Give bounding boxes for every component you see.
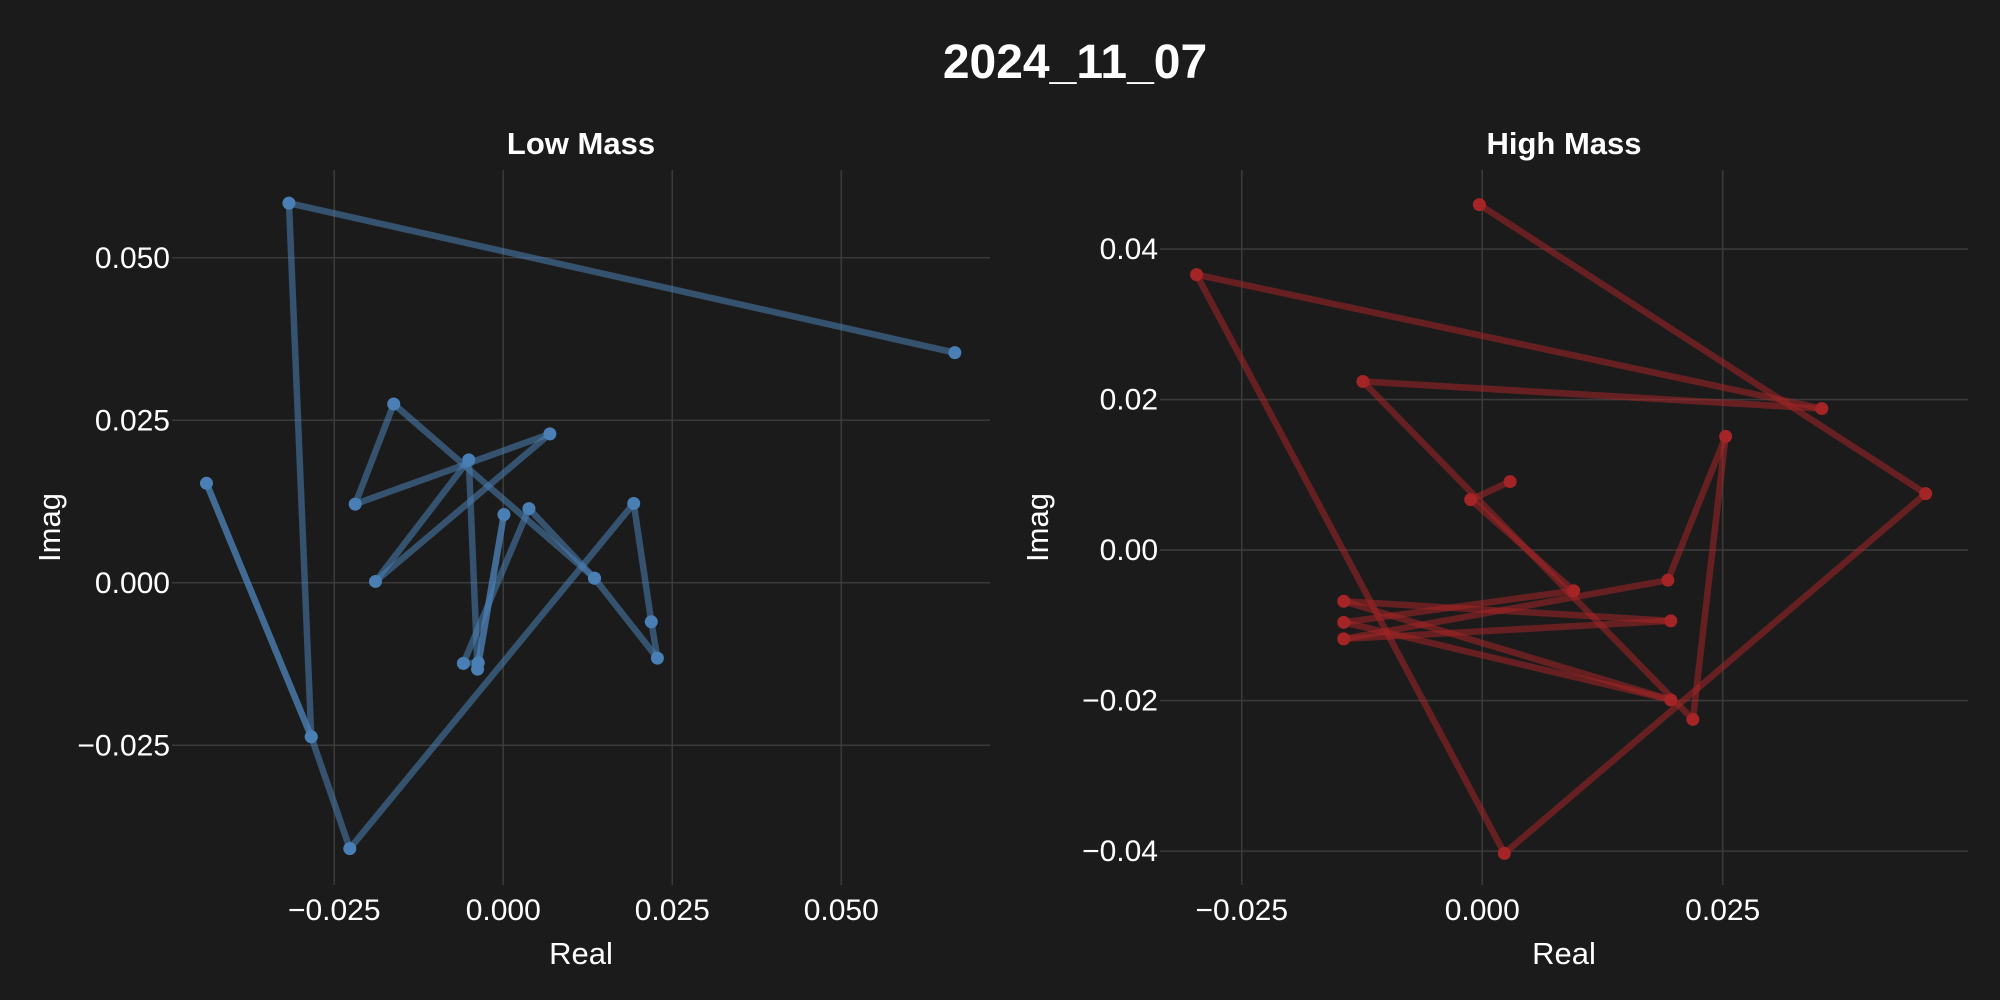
x-tick-label: 0.000 bbox=[1445, 894, 1520, 927]
series-segment bbox=[591, 574, 661, 662]
x-tick-label: 0.025 bbox=[635, 894, 710, 927]
data-point bbox=[497, 508, 511, 521]
series-segment bbox=[1359, 378, 1826, 412]
series-segment bbox=[474, 511, 508, 666]
data-point bbox=[1337, 594, 1351, 608]
series-segment bbox=[351, 430, 554, 508]
series-segment bbox=[285, 199, 959, 356]
data-point bbox=[1356, 374, 1370, 388]
x-tick-label: 0.050 bbox=[804, 894, 879, 927]
series-segment bbox=[630, 500, 655, 625]
panel-low-mass: −0.025 0.000 0.025 0.050 −0.025 0.000 0.025 0.0… bbox=[32, 126, 990, 971]
series-segment bbox=[1467, 496, 1577, 594]
y-tick-label: 0.025 bbox=[95, 404, 170, 437]
y-tick-label: −0.02 bbox=[1082, 685, 1158, 718]
data-point bbox=[343, 842, 357, 856]
data-point bbox=[1503, 475, 1517, 489]
data-point bbox=[522, 502, 536, 516]
data-point bbox=[462, 453, 476, 467]
series-segment bbox=[351, 400, 397, 508]
series-segment bbox=[372, 456, 473, 585]
series-segment bbox=[525, 505, 598, 582]
data-point bbox=[1497, 846, 1511, 860]
series-segment bbox=[1664, 433, 1729, 584]
data-point bbox=[644, 615, 658, 629]
figure-title: 2024_11_07 bbox=[943, 36, 1207, 89]
y-tick-label: 0.000 bbox=[95, 567, 170, 600]
data-point bbox=[387, 397, 401, 411]
series-segment bbox=[1193, 271, 1826, 412]
series-segment bbox=[1467, 478, 1514, 503]
series-segment bbox=[203, 480, 315, 741]
data-point bbox=[348, 497, 362, 511]
x-axis-label: Real bbox=[549, 936, 613, 971]
x-tick-label: −0.025 bbox=[1195, 894, 1288, 927]
series-segment bbox=[1689, 433, 1729, 723]
series-segment bbox=[285, 199, 315, 741]
data-point bbox=[948, 346, 962, 360]
data-point bbox=[543, 427, 557, 441]
data-point bbox=[650, 651, 664, 665]
data-point bbox=[304, 730, 318, 744]
data-point bbox=[627, 496, 641, 510]
series-segment bbox=[1340, 598, 1675, 625]
series-segment bbox=[308, 733, 354, 852]
y-tick-label: 0.00 bbox=[1100, 534, 1158, 567]
data-point bbox=[199, 476, 213, 490]
data-point bbox=[1190, 268, 1204, 282]
data-point bbox=[456, 656, 470, 670]
series-segment bbox=[1193, 271, 1508, 857]
data-point bbox=[1919, 487, 1933, 501]
y-tick-label: 0.02 bbox=[1100, 384, 1158, 417]
panel-title: Low Mass bbox=[507, 126, 655, 161]
x-axis-label: Real bbox=[1532, 936, 1596, 971]
data-point bbox=[1337, 632, 1351, 646]
panel-high-mass: −0.025 0.000 0.025 −0.04 −0.02 0.00 0.02 0.04 Hi… bbox=[1020, 126, 1968, 971]
data-point bbox=[1337, 615, 1351, 629]
data-point bbox=[1664, 693, 1678, 707]
series-segment bbox=[1340, 587, 1577, 626]
series-segment bbox=[346, 500, 637, 852]
data-point bbox=[368, 574, 382, 588]
y-tick-label: 0.050 bbox=[95, 242, 170, 275]
series-segment bbox=[1340, 619, 1675, 704]
series-segment bbox=[460, 505, 533, 667]
data-point bbox=[1472, 198, 1486, 212]
series-segment bbox=[1476, 201, 1929, 497]
x-tick-label: 0.000 bbox=[466, 894, 541, 927]
data-point bbox=[1464, 493, 1478, 507]
x-tick-label: −0.025 bbox=[288, 894, 381, 927]
y-axis-label: Imag bbox=[1020, 493, 1055, 562]
data-point bbox=[1661, 573, 1675, 587]
y-tick-label: 0.04 bbox=[1100, 233, 1158, 266]
panel-title: High Mass bbox=[1486, 126, 1641, 161]
data-point bbox=[1815, 402, 1829, 416]
series-segment bbox=[390, 400, 598, 582]
data-point bbox=[1719, 429, 1733, 443]
data-point bbox=[282, 196, 296, 210]
y-tick-label: −0.04 bbox=[1082, 835, 1158, 868]
data-point bbox=[1664, 614, 1678, 628]
data-point bbox=[588, 571, 602, 585]
data-point bbox=[471, 656, 485, 670]
series-segment bbox=[372, 430, 554, 585]
data-point bbox=[1686, 712, 1700, 726]
data-point bbox=[1567, 584, 1581, 598]
y-tick-label: −0.025 bbox=[77, 729, 170, 762]
x-tick-label: 0.025 bbox=[1685, 894, 1760, 927]
series-segment bbox=[1501, 490, 1929, 857]
y-axis-label: Imag bbox=[32, 493, 67, 562]
